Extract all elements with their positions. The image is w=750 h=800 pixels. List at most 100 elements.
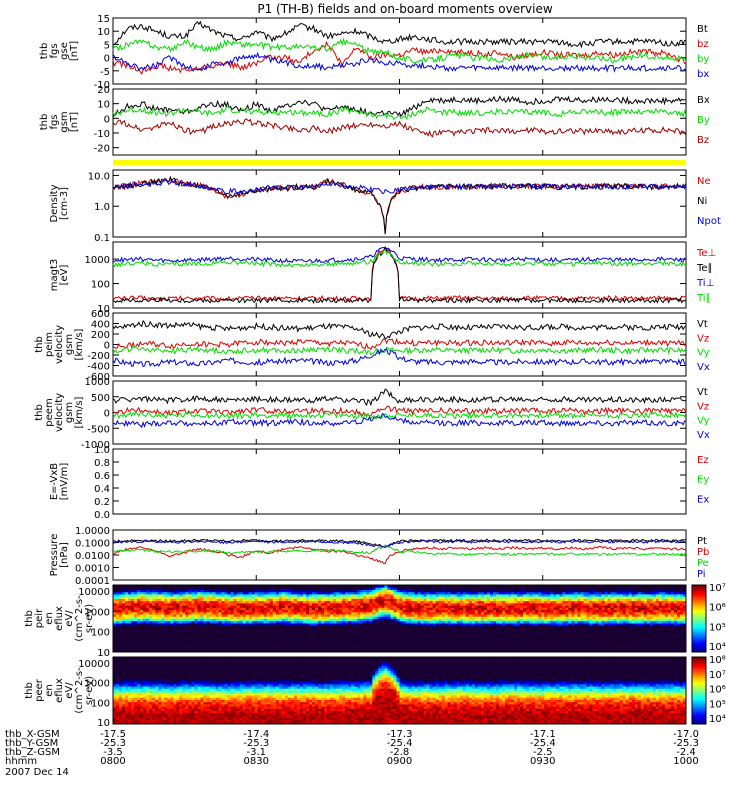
spectrogram-cell <box>486 605 491 608</box>
spectrogram-cell <box>330 607 334 611</box>
spectrogram-cell <box>426 638 431 642</box>
spectrogram-cell <box>435 640 440 644</box>
spectrogram-cell <box>480 618 485 622</box>
spectrogram-cell <box>372 611 376 615</box>
spectrogram-cell <box>182 620 186 624</box>
spectrogram-cell <box>354 607 358 611</box>
spectrogram-cell <box>492 614 497 617</box>
spectrogram-cell <box>263 618 268 622</box>
spectrogram-cell <box>441 596 446 599</box>
spectrogram-cell <box>218 616 223 619</box>
spectrogram-cell <box>453 616 458 619</box>
spectrogram-cell <box>541 645 545 649</box>
spectrogram-cell <box>405 649 410 653</box>
spectrogram-cell <box>492 596 497 599</box>
spectrogram-cell <box>206 645 211 649</box>
spectrogram-cell <box>224 593 229 597</box>
spectrogram-cell <box>155 622 159 626</box>
spectrogram-cell <box>140 649 144 653</box>
spectrogram-cell <box>152 598 156 602</box>
spectrogram-cell <box>486 640 491 644</box>
spectrogram-cell <box>113 616 117 619</box>
spectrogram-cell <box>369 589 373 593</box>
spectrogram-cell <box>188 585 192 588</box>
spectrogram-cell <box>502 618 506 622</box>
spectrogram-cell <box>435 600 440 604</box>
spectrogram-cell <box>272 622 277 626</box>
spectrogram-cell <box>137 593 141 597</box>
spectrogram-cell <box>137 596 141 599</box>
spectrogram-cell <box>131 600 135 604</box>
spectrogram-cell <box>420 585 425 588</box>
spectrogram-cell <box>125 647 129 651</box>
spectrogram-cell <box>511 643 515 646</box>
spectrogram-cell <box>511 645 515 649</box>
spectrogram-cell <box>351 645 355 649</box>
spectrogram-cell <box>296 589 301 593</box>
spectrogram-cell <box>330 631 334 635</box>
spectrogram-cell <box>194 609 198 613</box>
spectrogram-cell <box>248 598 253 602</box>
spectrogram-cell <box>447 600 452 604</box>
spectrogram-cell <box>492 587 497 590</box>
y-axis-label: E=-VxB [mV/m] <box>49 463 70 501</box>
spectrogram-cell <box>221 622 226 626</box>
spectrogram-cell <box>245 631 250 635</box>
spectrogram-cell <box>402 636 407 640</box>
spectrogram-cell <box>254 609 259 613</box>
spectrogram-cell <box>122 647 126 651</box>
spectrogram-cell <box>176 593 180 597</box>
y-axis-label: thb fgs gsm [nT] <box>39 111 80 132</box>
spectrogram-cell <box>179 614 183 617</box>
spectrogram-cell <box>122 620 126 624</box>
spectrogram-cell <box>281 622 286 626</box>
spectrogram-cell <box>318 638 322 642</box>
spectrogram-cell <box>284 631 289 635</box>
spectrogram-cell <box>444 629 449 633</box>
legend-label-Vz: Vz <box>697 401 709 412</box>
spectrogram-cell <box>556 585 560 588</box>
spectrogram-cell <box>315 629 319 633</box>
spectrogram-cell <box>441 587 446 590</box>
spectrogram-cell <box>483 629 488 633</box>
spectrogram-cell <box>275 605 280 608</box>
legend-label-Vt: Vt <box>697 319 708 330</box>
spectrogram-cell <box>553 618 557 622</box>
spectrogram-cell <box>185 598 189 602</box>
spectrogram-cell <box>170 605 174 608</box>
spectrogram-cell <box>113 600 117 604</box>
spectrogram-cell <box>517 625 521 628</box>
spectrogram-cell <box>465 620 470 624</box>
spectrogram-cell <box>125 627 129 631</box>
spectrogram-cell <box>113 611 117 615</box>
spectrogram-cell <box>441 625 446 628</box>
spectrogram-cell <box>417 598 422 602</box>
spectrogram-cell <box>281 593 286 597</box>
spectrogram-cell <box>167 649 171 653</box>
spectrogram-cell <box>215 629 220 633</box>
spectrogram-cell <box>122 591 126 595</box>
spectrogram-cell <box>496 627 500 631</box>
spectrogram-cell <box>230 638 235 642</box>
spectrogram-cell <box>206 622 211 626</box>
spectrogram-cell <box>477 622 482 626</box>
spectrogram-cell <box>520 647 524 651</box>
spectrogram-cell <box>272 645 277 649</box>
spectrogram-cell <box>474 634 479 637</box>
spectrogram-cell <box>351 589 355 593</box>
spectrogram-cell <box>474 638 479 642</box>
spectrogram-cell <box>254 640 259 644</box>
spectrogram-cell <box>293 602 298 606</box>
spectrogram-cell <box>227 598 232 602</box>
spectrogram-cell <box>393 634 397 637</box>
spectrogram-cell <box>191 589 195 593</box>
spectrogram-cell <box>119 593 123 597</box>
spectrogram-cell <box>483 605 488 608</box>
y-axis-label-line: Density <box>49 184 60 222</box>
spectrogram-cell <box>456 620 461 624</box>
spectrogram-cell <box>230 634 235 637</box>
spectrogram-cell <box>453 638 458 642</box>
spectrogram-cell <box>113 593 117 597</box>
spectrogram-cell <box>164 618 168 622</box>
spectrogram-cell <box>125 607 129 611</box>
